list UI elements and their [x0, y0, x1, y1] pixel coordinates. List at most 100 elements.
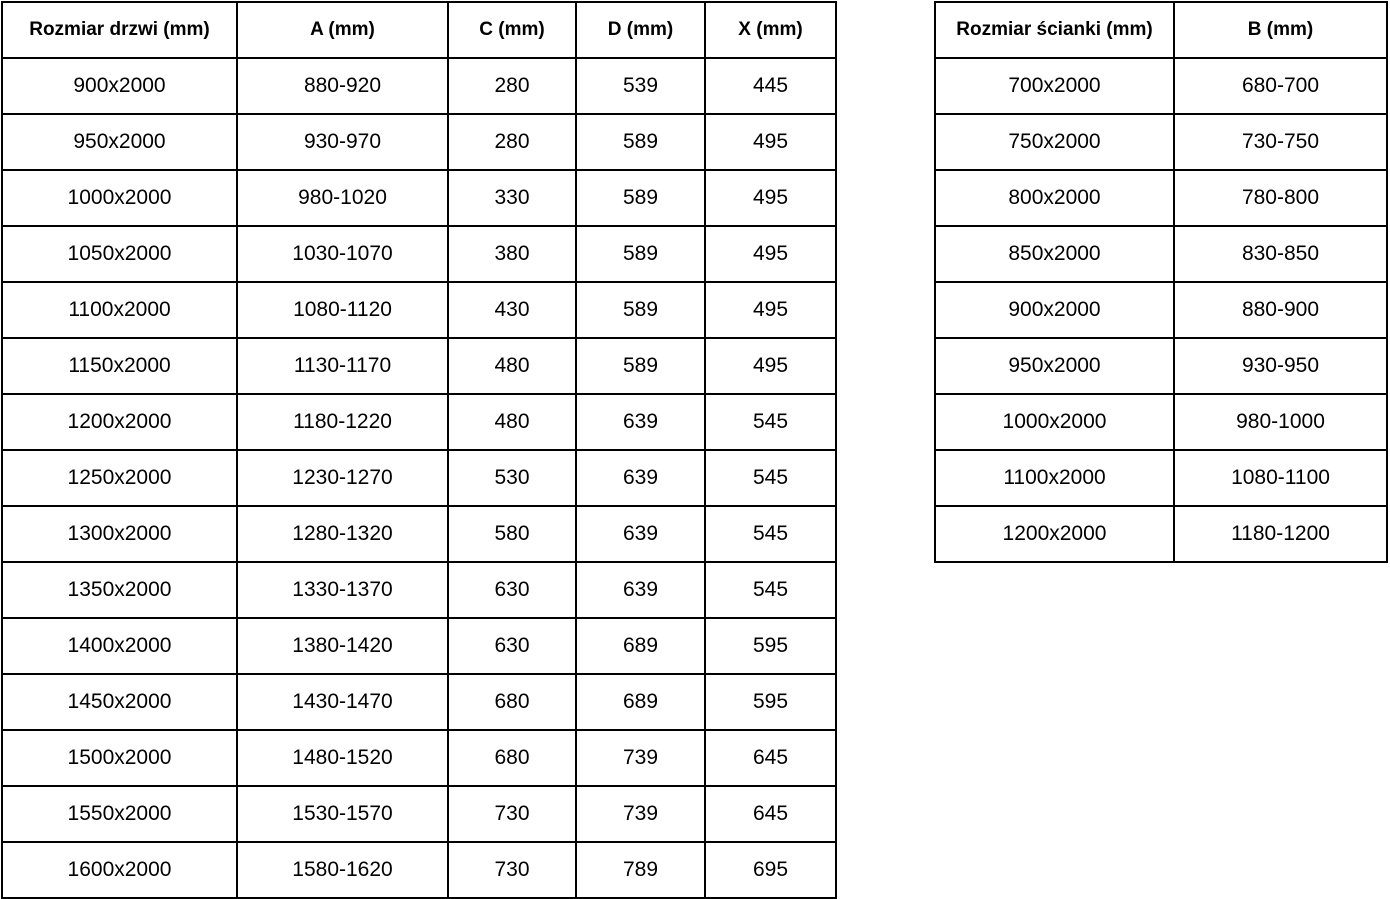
- cell-c: 580: [447, 505, 577, 563]
- table-header-row: Rozmiar drzwi (mm) A (mm) C (mm) D (mm) …: [1, 1, 837, 59]
- cell-a: 1330-1370: [236, 561, 449, 619]
- column-header-wall-size: Rozmiar ścianki (mm): [934, 1, 1175, 59]
- cell-x: 495: [704, 169, 837, 227]
- cell-c: 530: [447, 449, 577, 507]
- cell-x: 545: [704, 393, 837, 451]
- column-header-door-size: Rozmiar drzwi (mm): [1, 1, 238, 59]
- cell-c: 380: [447, 225, 577, 283]
- cell-b: 680-700: [1173, 57, 1388, 115]
- cell-c: 480: [447, 337, 577, 395]
- cell-d: 589: [575, 113, 706, 171]
- cell-b: 980-1000: [1173, 393, 1388, 451]
- cell-door-size: 1150x2000: [1, 337, 238, 395]
- cell-door-size: 1000x2000: [1, 169, 238, 227]
- cell-d: 639: [575, 393, 706, 451]
- cell-b: 780-800: [1173, 169, 1388, 227]
- cell-x: 495: [704, 113, 837, 171]
- cell-door-size: 1300x2000: [1, 505, 238, 563]
- cell-door-size: 1050x2000: [1, 225, 238, 283]
- cell-a: 1280-1320: [236, 505, 449, 563]
- column-header-d: D (mm): [575, 1, 706, 59]
- cell-door-size: 900x2000: [1, 57, 238, 115]
- table-row: 950x2000 930-950: [934, 337, 1388, 395]
- cell-b: 1180-1200: [1173, 505, 1388, 563]
- cell-d: 689: [575, 673, 706, 731]
- table-row: 700x2000 680-700: [934, 57, 1388, 115]
- cell-d: 539: [575, 57, 706, 115]
- cell-b: 930-950: [1173, 337, 1388, 395]
- cell-c: 680: [447, 729, 577, 787]
- wall-table-body: 700x2000 680-700 750x2000 730-750 800x20…: [934, 57, 1388, 563]
- cell-d: 589: [575, 337, 706, 395]
- table-row: 1500x2000 1480-1520 680 739 645: [1, 729, 837, 787]
- cell-x: 645: [704, 729, 837, 787]
- cell-d: 589: [575, 281, 706, 339]
- table-row: 1600x2000 1580-1620 730 789 695: [1, 841, 837, 899]
- cell-door-size: 1200x2000: [1, 393, 238, 451]
- cell-d: 589: [575, 225, 706, 283]
- cell-d: 589: [575, 169, 706, 227]
- cell-a: 1030-1070: [236, 225, 449, 283]
- cell-x: 595: [704, 673, 837, 731]
- table-row: 900x2000 880-920 280 539 445: [1, 57, 837, 115]
- cell-wall-size: 800x2000: [934, 169, 1175, 227]
- cell-door-size: 1350x2000: [1, 561, 238, 619]
- cell-x: 545: [704, 505, 837, 563]
- table-row: 1100x2000 1080-1120 430 589 495: [1, 281, 837, 339]
- cell-a: 1530-1570: [236, 785, 449, 843]
- cell-x: 645: [704, 785, 837, 843]
- cell-wall-size: 1000x2000: [934, 393, 1175, 451]
- cell-a: 1080-1120: [236, 281, 449, 339]
- table-row: 900x2000 880-900: [934, 281, 1388, 339]
- cell-a: 1430-1470: [236, 673, 449, 731]
- cell-x: 495: [704, 337, 837, 395]
- cell-wall-size: 700x2000: [934, 57, 1175, 115]
- table-row: 1100x2000 1080-1100: [934, 449, 1388, 507]
- cell-a: 980-1020: [236, 169, 449, 227]
- table-row: 800x2000 780-800: [934, 169, 1388, 227]
- cell-wall-size: 1200x2000: [934, 505, 1175, 563]
- cell-d: 689: [575, 617, 706, 675]
- table-row: 850x2000 830-850: [934, 225, 1388, 283]
- wall-table-header: Rozmiar ścianki (mm) B (mm): [934, 1, 1388, 59]
- table-row: 1150x2000 1130-1170 480 589 495: [1, 337, 837, 395]
- table-row: 950x2000 930-970 280 589 495: [1, 113, 837, 171]
- cell-d: 789: [575, 841, 706, 899]
- cell-wall-size: 900x2000: [934, 281, 1175, 339]
- column-header-c: C (mm): [447, 1, 577, 59]
- cell-c: 630: [447, 561, 577, 619]
- cell-a: 1380-1420: [236, 617, 449, 675]
- table-row: 1000x2000 980-1020 330 589 495: [1, 169, 837, 227]
- cell-c: 480: [447, 393, 577, 451]
- table-row: 1250x2000 1230-1270 530 639 545: [1, 449, 837, 507]
- door-table-body: 900x2000 880-920 280 539 445 950x2000 93…: [1, 57, 837, 899]
- cell-b: 1080-1100: [1173, 449, 1388, 507]
- cell-c: 630: [447, 617, 577, 675]
- cell-b: 880-900: [1173, 281, 1388, 339]
- table-row: 1200x2000 1180-1200: [934, 505, 1388, 563]
- cell-c: 330: [447, 169, 577, 227]
- table-row: 1050x2000 1030-1070 380 589 495: [1, 225, 837, 283]
- wall-panel-size-table: Rozmiar ścianki (mm) B (mm) 700x2000 680…: [934, 1, 1388, 563]
- cell-a: 1130-1170: [236, 337, 449, 395]
- cell-x: 445: [704, 57, 837, 115]
- cell-door-size: 1550x2000: [1, 785, 238, 843]
- cell-a: 880-920: [236, 57, 449, 115]
- column-header-x: X (mm): [704, 1, 837, 59]
- cell-c: 730: [447, 841, 577, 899]
- cell-door-size: 1400x2000: [1, 617, 238, 675]
- cell-a: 1180-1220: [236, 393, 449, 451]
- cell-x: 495: [704, 225, 837, 283]
- table-row: 1300x2000 1280-1320 580 639 545: [1, 505, 837, 563]
- table-row: 1200x2000 1180-1220 480 639 545: [1, 393, 837, 451]
- cell-c: 280: [447, 57, 577, 115]
- cell-d: 639: [575, 505, 706, 563]
- cell-x: 545: [704, 561, 837, 619]
- door-size-table: Rozmiar drzwi (mm) A (mm) C (mm) D (mm) …: [1, 1, 837, 899]
- cell-b: 830-850: [1173, 225, 1388, 283]
- cell-c: 430: [447, 281, 577, 339]
- cell-d: 739: [575, 729, 706, 787]
- cell-wall-size: 750x2000: [934, 113, 1175, 171]
- cell-a: 1580-1620: [236, 841, 449, 899]
